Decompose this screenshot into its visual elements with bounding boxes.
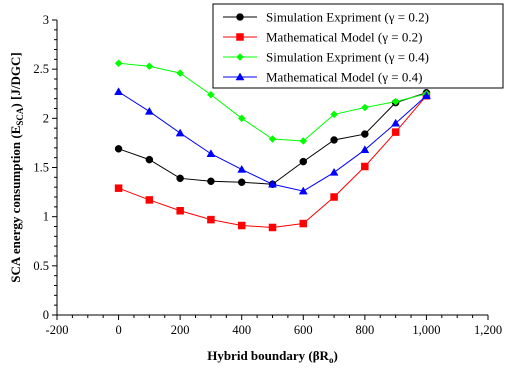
- data-point: [268, 135, 277, 143]
- data-point: [421, 91, 431, 99]
- data-point: [207, 215, 215, 224]
- data-point: [175, 128, 185, 137]
- data-point: [176, 207, 184, 215]
- data-point: [237, 221, 246, 230]
- data-point: [145, 62, 154, 71]
- legend-marker: [236, 33, 244, 41]
- data-point: [144, 106, 154, 115]
- data-point: [330, 193, 338, 201]
- x-tick-label: 1,000: [412, 323, 440, 337]
- data-point: [299, 137, 308, 145]
- x-tick-label: -200: [46, 323, 69, 337]
- data-point: [145, 155, 154, 164]
- legend: Simulation Expriment (γ = 0.2) Mathematic…: [212, 3, 504, 89]
- x-tick-label: 0: [115, 323, 121, 337]
- data-point: [268, 223, 277, 232]
- data-point: [207, 177, 215, 186]
- series-2: [114, 91, 431, 232]
- legend-box: [212, 3, 504, 89]
- y-axis-title: SCA energy consumption (ESCA) [J/DGC]: [8, 52, 25, 282]
- data-point: [114, 145, 123, 153]
- legend-marker: [236, 53, 244, 61]
- y-tick-label: 2.5: [33, 62, 49, 76]
- data-point: [330, 110, 338, 119]
- data-point: [361, 130, 369, 138]
- data-point: [360, 145, 370, 154]
- data-point: [237, 114, 246, 123]
- y-tick-label: 1.5: [33, 161, 49, 175]
- data-point: [299, 157, 308, 166]
- data-point: [114, 184, 123, 192]
- x-axis-title: Hybrid boundary (βRo): [207, 348, 338, 365]
- legend-item: Simulation Expriment (γ = 0.2): [223, 10, 429, 25]
- x-tick-label: 600: [294, 323, 313, 337]
- series-3: [114, 59, 431, 145]
- x-tick-label: 800: [355, 323, 374, 337]
- data-point: [330, 136, 338, 144]
- legend-label: Mathematical Model (γ = 0.4): [266, 70, 422, 85]
- y-tick-label: 0.5: [33, 259, 49, 273]
- data-point: [391, 118, 401, 127]
- data-point: [206, 149, 216, 157]
- data-point: [114, 87, 124, 96]
- data-point: [114, 59, 123, 68]
- legend-label: Simulation Expriment (γ = 0.2): [266, 10, 429, 25]
- data-point: [299, 219, 308, 228]
- y-tick-label: 3: [43, 13, 49, 27]
- legend-label: Simulation Expriment (γ = 0.4): [266, 50, 429, 65]
- legend-marker: [236, 13, 244, 21]
- legend-item: Mathematical Model (γ = 0.4): [223, 70, 422, 85]
- legend-marker: [235, 72, 245, 81]
- x-tick-label: 200: [171, 323, 190, 337]
- data-point: [329, 167, 339, 176]
- data-point: [176, 174, 184, 183]
- y-tick-label: 2: [43, 111, 49, 125]
- series-4: [114, 87, 431, 195]
- legend-item: Simulation Expriment (γ = 0.4): [223, 50, 429, 65]
- data-point: [391, 128, 400, 136]
- data-point: [361, 103, 369, 112]
- data-point: [361, 162, 369, 171]
- legend-item: Mathematical Model (γ = 0.2): [223, 30, 422, 45]
- data-point: [298, 186, 308, 195]
- data-point: [207, 90, 215, 99]
- legend-label: Mathematical Model (γ = 0.2): [266, 30, 422, 45]
- series-layer: [114, 59, 431, 232]
- y-tick-label: 0: [43, 308, 49, 322]
- data-point: [237, 178, 246, 186]
- x-tick-label: 1,200: [474, 323, 502, 337]
- data-point: [268, 179, 277, 188]
- data-point: [237, 164, 247, 173]
- data-point: [391, 97, 400, 106]
- data-point: [176, 69, 184, 77]
- data-point: [145, 196, 154, 204]
- series-line: [118, 95, 427, 228]
- y-tick-label: 1: [43, 210, 49, 224]
- x-tick-label: 400: [232, 323, 251, 337]
